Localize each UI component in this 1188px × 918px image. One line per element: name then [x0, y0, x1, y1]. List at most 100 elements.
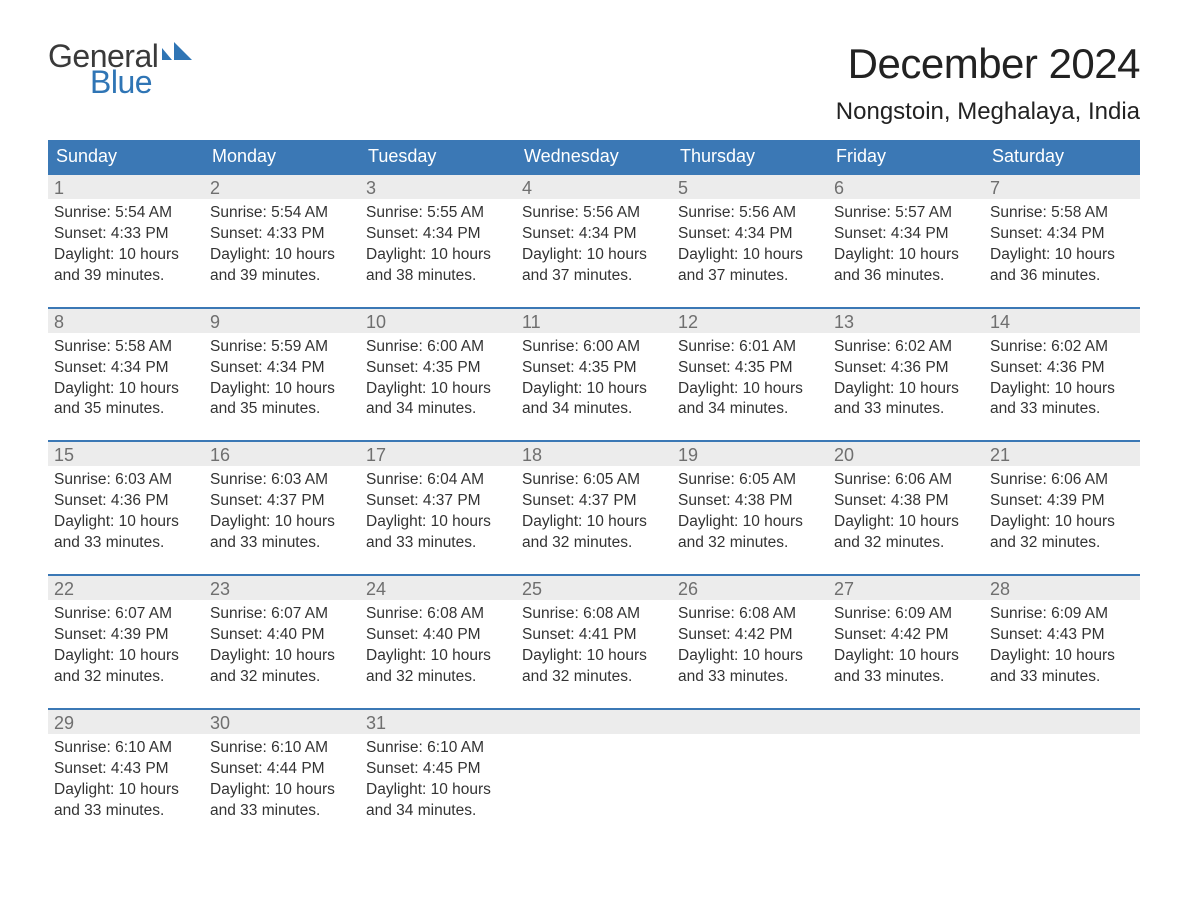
location: Nongstoin, Meghalaya, India [836, 98, 1140, 126]
day-number: 29 [54, 713, 74, 733]
daylight-line1: Daylight: 10 hours [678, 646, 822, 667]
day-number-stripe: 1 [48, 175, 204, 199]
day-number-stripe: 31 [360, 710, 516, 734]
day-number: 22 [54, 579, 74, 599]
week-row: 22Sunrise: 6:07 AMSunset: 4:39 PMDayligh… [48, 574, 1140, 690]
day-cell: 17Sunrise: 6:04 AMSunset: 4:37 PMDayligh… [360, 442, 516, 556]
sunset-text: Sunset: 4:38 PM [678, 491, 822, 512]
daylight-line1: Daylight: 10 hours [210, 512, 354, 533]
week-row: 29Sunrise: 6:10 AMSunset: 4:43 PMDayligh… [48, 708, 1140, 824]
sunset-text: Sunset: 4:37 PM [522, 491, 666, 512]
sunset-text: Sunset: 4:42 PM [834, 625, 978, 646]
sunrise-text: Sunrise: 6:05 AM [522, 470, 666, 491]
title-block: December 2024 Nongstoin, Meghalaya, Indi… [836, 40, 1140, 126]
sunset-text: Sunset: 4:34 PM [366, 224, 510, 245]
day-body: Sunrise: 5:54 AMSunset: 4:33 PMDaylight:… [48, 199, 204, 289]
day-cell: 16 Sunrise: 6:03 AMSunset: 4:37 PMDayligh… [204, 442, 360, 556]
sunrise-text: Sunrise: 6:06 AM [834, 470, 978, 491]
daylight-line1: Daylight: 10 hours [522, 245, 666, 266]
day-number: 31 [366, 713, 386, 733]
sunrise-text: Sunrise: 6:00 AM [366, 337, 510, 358]
sunrise-text: Sunrise: 6:04 AM [366, 470, 510, 491]
daylight-line1: Daylight: 10 hours [990, 646, 1134, 667]
day-number-stripe: 6 [828, 175, 984, 199]
day-cell: 9Sunrise: 5:59 AMSunset: 4:34 PMDaylight… [204, 309, 360, 423]
day-number-stripe: 8 [48, 309, 204, 333]
day-cell: 10Sunrise: 6:00 AMSunset: 4:35 PMDayligh… [360, 309, 516, 423]
daylight-line2: and 36 minutes. [834, 266, 978, 287]
day-number-stripe: 3 [360, 175, 516, 199]
day-body: Sunrise: 6:06 AMSunset: 4:39 PMDaylight:… [984, 466, 1140, 556]
day-number-stripe: 20 [828, 442, 984, 466]
sunset-text: Sunset: 4:35 PM [678, 358, 822, 379]
day-number: 16 [210, 445, 230, 465]
sunset-text: Sunset: 4:34 PM [990, 224, 1134, 245]
sunrise-text: Sunrise: 5:58 AM [990, 203, 1134, 224]
sunrise-text: Sunrise: 6:07 AM [54, 604, 198, 625]
sunrise-text: Sunrise: 6:08 AM [678, 604, 822, 625]
day-body: Sunrise: 6:07 AMSunset: 4:39 PMDaylight:… [48, 600, 204, 690]
sunrise-text: Sunrise: 6:10 AM [210, 738, 354, 759]
day-number-stripe: 29 [48, 710, 204, 734]
day-number: 21 [990, 445, 1010, 465]
sunrise-text: Sunrise: 6:08 AM [366, 604, 510, 625]
day-body: Sunrise: 6:05 AMSunset: 4:38 PMDaylight:… [672, 466, 828, 556]
sunset-text: Sunset: 4:33 PM [54, 224, 198, 245]
day-cell: 3Sunrise: 5:55 AMSunset: 4:34 PMDaylight… [360, 175, 516, 289]
day-number-stripe: 22 [48, 576, 204, 600]
sunset-text: Sunset: 4:34 PM [522, 224, 666, 245]
sunset-text: Sunset: 4:45 PM [366, 759, 510, 780]
dow-monday: Monday [204, 140, 360, 173]
sunrise-text: Sunrise: 6:03 AM [210, 470, 354, 491]
day-body: Sunrise: 5:58 AMSunset: 4:34 PMDaylight:… [984, 199, 1140, 289]
daylight-line2: and 34 minutes. [366, 399, 510, 420]
daylight-line2: and 33 minutes. [678, 667, 822, 688]
day-cell [516, 710, 672, 824]
sunrise-text: Sunrise: 6:10 AM [366, 738, 510, 759]
day-body: Sunrise: 6:00 AMSunset: 4:35 PMDaylight:… [360, 333, 516, 423]
header: General Blue December 2024 Nongstoin, Me… [48, 40, 1140, 126]
day-number-stripe [828, 710, 984, 734]
daylight-line1: Daylight: 10 hours [834, 512, 978, 533]
day-cell: 11Sunrise: 6:00 AMSunset: 4:35 PMDayligh… [516, 309, 672, 423]
weeks-container: 1Sunrise: 5:54 AMSunset: 4:33 PMDaylight… [48, 173, 1140, 823]
day-cell: 2Sunrise: 5:54 AMSunset: 4:33 PMDaylight… [204, 175, 360, 289]
daylight-line1: Daylight: 10 hours [54, 379, 198, 400]
daylight-line2: and 32 minutes. [522, 667, 666, 688]
daylight-line2: and 32 minutes. [210, 667, 354, 688]
day-cell: 13Sunrise: 6:02 AMSunset: 4:36 PMDayligh… [828, 309, 984, 423]
sunrise-text: Sunrise: 5:57 AM [834, 203, 978, 224]
sunset-text: Sunset: 4:39 PM [990, 491, 1134, 512]
sunset-text: Sunset: 4:35 PM [366, 358, 510, 379]
page-title: December 2024 [836, 40, 1140, 88]
day-cell: 27Sunrise: 6:09 AMSunset: 4:42 PMDayligh… [828, 576, 984, 690]
daylight-line1: Daylight: 10 hours [54, 646, 198, 667]
daylight-line2: and 37 minutes. [678, 266, 822, 287]
sunset-text: Sunset: 4:42 PM [678, 625, 822, 646]
day-number-stripe: 27 [828, 576, 984, 600]
sunrise-text: Sunrise: 6:01 AM [678, 337, 822, 358]
day-number-stripe: 9 [204, 309, 360, 333]
daylight-line2: and 34 minutes. [678, 399, 822, 420]
sunset-text: Sunset: 4:37 PM [210, 491, 354, 512]
day-number-stripe [672, 710, 828, 734]
daylight-line1: Daylight: 10 hours [366, 512, 510, 533]
day-number-stripe: 21 [984, 442, 1140, 466]
sunset-text: Sunset: 4:44 PM [210, 759, 354, 780]
daylight-line2: and 32 minutes. [366, 667, 510, 688]
daylight-line2: and 32 minutes. [522, 533, 666, 554]
sunset-text: Sunset: 4:37 PM [366, 491, 510, 512]
sunset-text: Sunset: 4:34 PM [210, 358, 354, 379]
day-number-stripe: 30 [204, 710, 360, 734]
daylight-line1: Daylight: 10 hours [366, 379, 510, 400]
sunset-text: Sunset: 4:43 PM [990, 625, 1134, 646]
day-cell: 14Sunrise: 6:02 AMSunset: 4:36 PMDayligh… [984, 309, 1140, 423]
day-number: 25 [522, 579, 542, 599]
day-body: Sunrise: 6:09 AMSunset: 4:42 PMDaylight:… [828, 600, 984, 690]
sunset-text: Sunset: 4:43 PM [54, 759, 198, 780]
day-number: 12 [678, 312, 698, 332]
sunrise-text: Sunrise: 5:54 AM [54, 203, 198, 224]
day-number: 5 [678, 178, 688, 198]
day-number-stripe: 24 [360, 576, 516, 600]
sunset-text: Sunset: 4:40 PM [210, 625, 354, 646]
